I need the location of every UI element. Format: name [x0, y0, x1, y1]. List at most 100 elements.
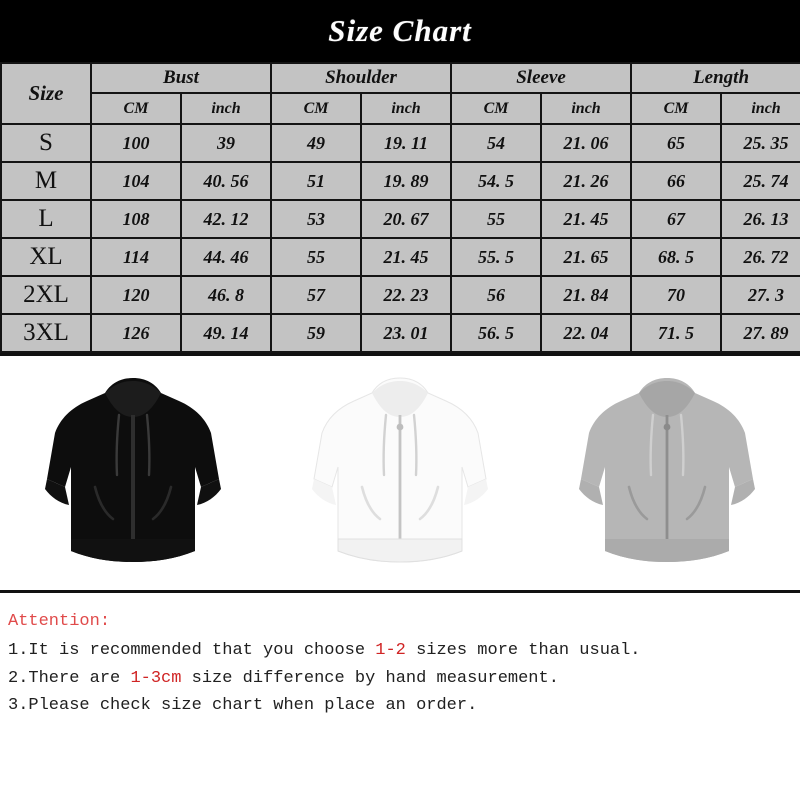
header-unit-length-inch: inch	[722, 94, 800, 123]
note-text-pre: There are	[28, 668, 131, 688]
cell-length-inch: 26. 13	[722, 201, 800, 237]
cell-bust-inch: 39	[182, 125, 271, 161]
cell-bust-inch: 42. 12	[182, 201, 271, 237]
product-image-grey-hoodie	[533, 356, 800, 590]
header-unit-bust-inch: inch	[182, 94, 271, 123]
header-size: Size	[2, 64, 90, 123]
cell-sleeve-inch: 21. 45	[542, 201, 631, 237]
cell-bust-cm: 104	[92, 163, 180, 199]
attention-title: Attention:	[8, 612, 111, 631]
table-row: L 108 42. 12 53 20. 67 55 21. 45 67 26. …	[2, 201, 800, 237]
attention-note-1: 1.It is recommended that you choose 1-2 …	[8, 637, 792, 665]
header-group-bust: Bust	[92, 64, 271, 92]
cell-length-cm: 65	[632, 125, 721, 161]
note-highlight: 1-3cm	[130, 668, 182, 688]
cell-sleeve-inch: 22. 04	[542, 315, 631, 351]
header-unit-bust-cm: CM	[92, 94, 180, 123]
cell-sleeve-cm: 56. 5	[452, 315, 541, 351]
cell-length-cm: 66	[632, 163, 721, 199]
cell-shoulder-inch: 19. 11	[362, 125, 451, 161]
cell-length-inch: 27. 3	[722, 277, 800, 313]
cell-shoulder-cm: 59	[272, 315, 361, 351]
cell-shoulder-cm: 55	[272, 239, 361, 275]
note-index: 2.	[8, 668, 29, 688]
cell-length-inch: 27. 89	[722, 315, 800, 351]
cell-sleeve-cm: 56	[452, 277, 541, 313]
note-text-pre: It is recommended that you choose	[28, 641, 376, 661]
note-text-pre: Please check size chart when place an or…	[28, 696, 478, 716]
header-unit-length-cm: CM	[632, 94, 721, 123]
table-row: 2XL 120 46. 8 57 22. 23 56 21. 84 70 27.…	[2, 277, 800, 313]
note-text-post: sizes more than usual.	[405, 641, 641, 661]
note-index: 3.	[8, 696, 29, 716]
cell-sleeve-inch: 21. 84	[542, 277, 631, 313]
attention-note-2: 2.There are 1-3cm size difference by han…	[8, 665, 792, 693]
note-text-post: size difference by hand measurement.	[181, 668, 559, 688]
cell-shoulder-inch: 19. 89	[362, 163, 451, 199]
product-image-black-hoodie	[0, 356, 267, 590]
cell-shoulder-cm: 51	[272, 163, 361, 199]
row-size-label: S	[2, 125, 90, 161]
cell-sleeve-cm: 54. 5	[452, 163, 541, 199]
table-row: XL 114 44. 46 55 21. 45 55. 5 21. 65 68.…	[2, 239, 800, 275]
header-group-sleeve: Sleeve	[452, 64, 631, 92]
header-group-length: Length	[632, 64, 800, 92]
header-unit-sleeve-cm: CM	[452, 94, 541, 123]
cell-shoulder-cm: 49	[272, 125, 361, 161]
cell-length-inch: 26. 72	[722, 239, 800, 275]
cell-bust-inch: 40. 56	[182, 163, 271, 199]
cell-length-cm: 70	[632, 277, 721, 313]
cell-bust-cm: 100	[92, 125, 180, 161]
header-group-shoulder: Shoulder	[272, 64, 451, 92]
page-title: Size Chart	[328, 13, 472, 48]
cell-length-cm: 71. 5	[632, 315, 721, 351]
row-size-label: XL	[2, 239, 90, 275]
row-size-label: 3XL	[2, 315, 90, 351]
header-unit-shoulder-inch: inch	[362, 94, 451, 123]
table-row: S 100 39 49 19. 11 54 21. 06 65 25. 35	[2, 125, 800, 161]
table-row: M 104 40. 56 51 19. 89 54. 5 21. 26 66 2…	[2, 163, 800, 199]
cell-bust-cm: 114	[92, 239, 180, 275]
cell-shoulder-inch: 23. 01	[362, 315, 451, 351]
cell-length-inch: 25. 74	[722, 163, 800, 199]
table-header-unit-row: CM inch CM inch CM inch CM inch	[2, 94, 800, 123]
cell-sleeve-inch: 21. 06	[542, 125, 631, 161]
title-banner: Size Chart	[0, 0, 800, 62]
black-hoodie-icon	[45, 377, 222, 562]
attention-note-3: 3.Please check size chart when place an …	[8, 692, 792, 720]
cell-bust-inch: 49. 14	[182, 315, 271, 351]
cell-sleeve-cm: 55	[452, 201, 541, 237]
cell-bust-cm: 126	[92, 315, 180, 351]
header-unit-sleeve-inch: inch	[542, 94, 631, 123]
table-header-group-row: Size Bust Shoulder Sleeve Length	[2, 64, 800, 123]
cell-length-cm: 68. 5	[632, 239, 721, 275]
cell-shoulder-cm: 53	[272, 201, 361, 237]
cell-sleeve-inch: 21. 26	[542, 163, 631, 199]
cell-shoulder-cm: 57	[272, 277, 361, 313]
product-image-strip	[0, 353, 800, 593]
cell-sleeve-cm: 54	[452, 125, 541, 161]
cell-bust-inch: 44. 46	[182, 239, 271, 275]
row-size-label: L	[2, 201, 90, 237]
white-hoodie-icon	[312, 376, 488, 563]
grey-hoodie-icon	[578, 377, 755, 562]
row-size-label: 2XL	[2, 277, 90, 313]
cell-bust-inch: 46. 8	[182, 277, 271, 313]
note-index: 1.	[8, 641, 29, 661]
attention-section: Attention: 1.It is recommended that you …	[0, 593, 800, 720]
cell-sleeve-inch: 21. 65	[542, 239, 631, 275]
cell-shoulder-inch: 21. 45	[362, 239, 451, 275]
header-unit-shoulder-cm: CM	[272, 94, 361, 123]
note-highlight: 1-2	[375, 641, 406, 661]
table-row: 3XL 126 49. 14 59 23. 01 56. 5 22. 04 71…	[2, 315, 800, 351]
cell-shoulder-inch: 20. 67	[362, 201, 451, 237]
size-table: Size Bust Shoulder Sleeve Length CM inch…	[0, 62, 800, 353]
row-size-label: M	[2, 163, 90, 199]
cell-bust-cm: 108	[92, 201, 180, 237]
cell-bust-cm: 120	[92, 277, 180, 313]
cell-length-cm: 67	[632, 201, 721, 237]
product-image-white-hoodie	[266, 356, 534, 590]
cell-length-inch: 25. 35	[722, 125, 800, 161]
cell-sleeve-cm: 55. 5	[452, 239, 541, 275]
